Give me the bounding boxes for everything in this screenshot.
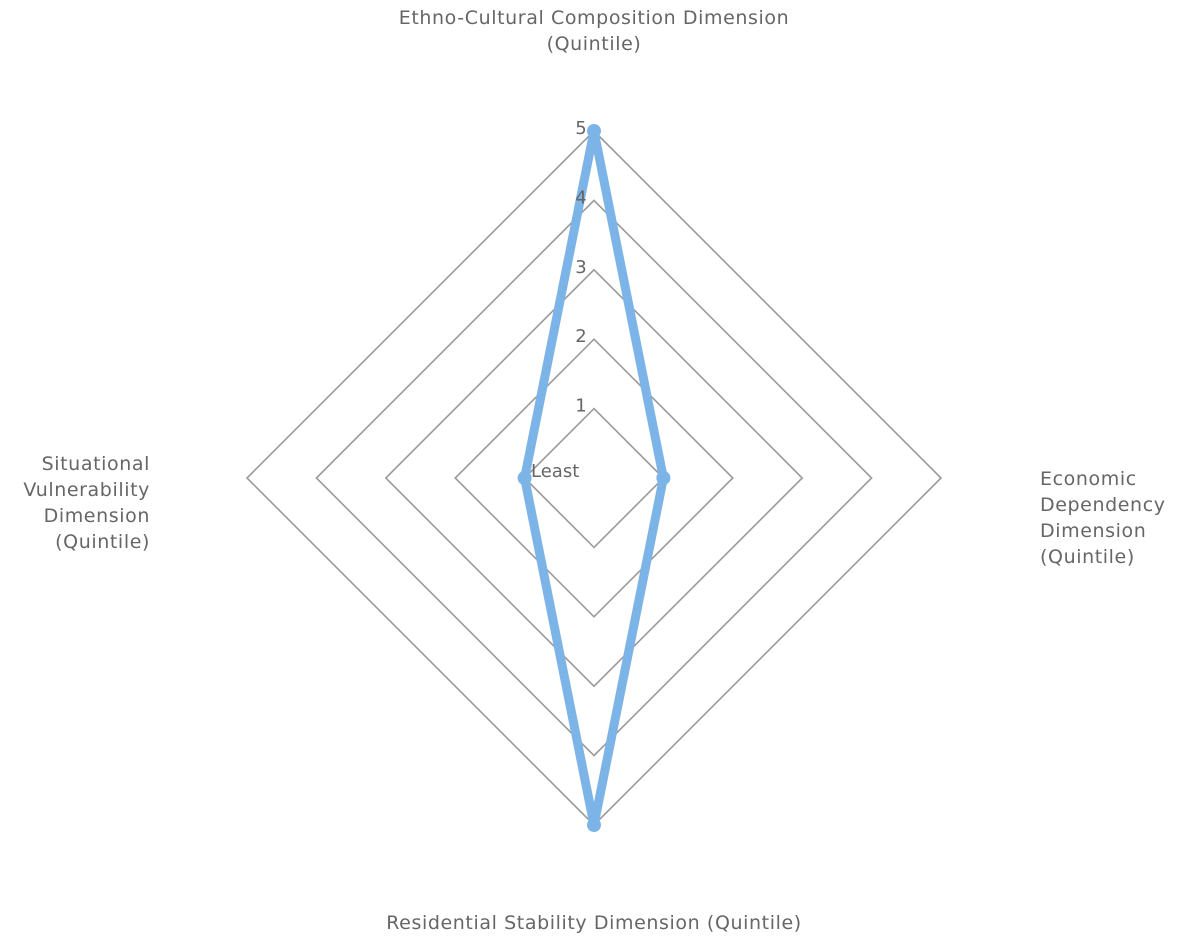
grid-ring-2 xyxy=(454,338,734,618)
grid-ring-5 xyxy=(245,129,943,827)
grid-ring-3 xyxy=(384,268,804,688)
axis-label-1-line-2: Dimension xyxy=(1040,520,1146,542)
axis-label-3-line-2: Dimension xyxy=(44,505,150,527)
radar-axis-labels: Ethno-Cultural Composition Dimension (Qui… xyxy=(23,7,1165,934)
axis-label-1-line-0: Economic xyxy=(1040,468,1137,490)
series-point-0-2 xyxy=(587,818,601,832)
radar-grid xyxy=(245,129,943,827)
series-point-0-3 xyxy=(517,471,532,485)
tick-label-2: 2 xyxy=(575,326,586,347)
axis-label-0: Ethno-Cultural Composition Dimension (Qui… xyxy=(399,7,790,55)
series-point-0-0 xyxy=(587,124,601,138)
tick-label-1: 1 xyxy=(575,396,586,417)
tick-label-5: 5 xyxy=(575,118,586,139)
axis-label-3-line-3: (Quintile) xyxy=(55,531,150,553)
axis-label-3-line-0: Situational xyxy=(42,453,150,475)
grid-ring-4 xyxy=(315,199,873,757)
radar-tick-labels: Least 1 2 3 4 5 xyxy=(531,118,587,482)
tick-label-4: 4 xyxy=(575,187,586,208)
axis-label-2-line-0: Residential Stability Dimension (Quintil… xyxy=(386,912,802,934)
axis-label-3-line-1: Vulnerability xyxy=(23,479,150,501)
tick-label-3: 3 xyxy=(575,257,586,278)
axis-label-3: Situational Vulnerability Dimension (Quinti… xyxy=(23,453,150,553)
radar-series xyxy=(517,124,671,832)
axis-label-1-line-1: Dependency xyxy=(1040,494,1166,516)
axis-label-1: Economic Dependency Dimension (Quintile) xyxy=(1040,468,1166,568)
grid-ring-1 xyxy=(523,407,665,549)
series-point-0-1 xyxy=(656,471,671,485)
axis-label-0-line-1: (Quintile) xyxy=(547,33,642,55)
axis-label-2: Residential Stability Dimension (Quintil… xyxy=(386,912,802,934)
axis-label-1-line-3: (Quintile) xyxy=(1040,546,1135,568)
axis-label-0-line-0: Ethno-Cultural Composition Dimension xyxy=(399,7,790,29)
tick-label-0: Least xyxy=(531,461,579,482)
